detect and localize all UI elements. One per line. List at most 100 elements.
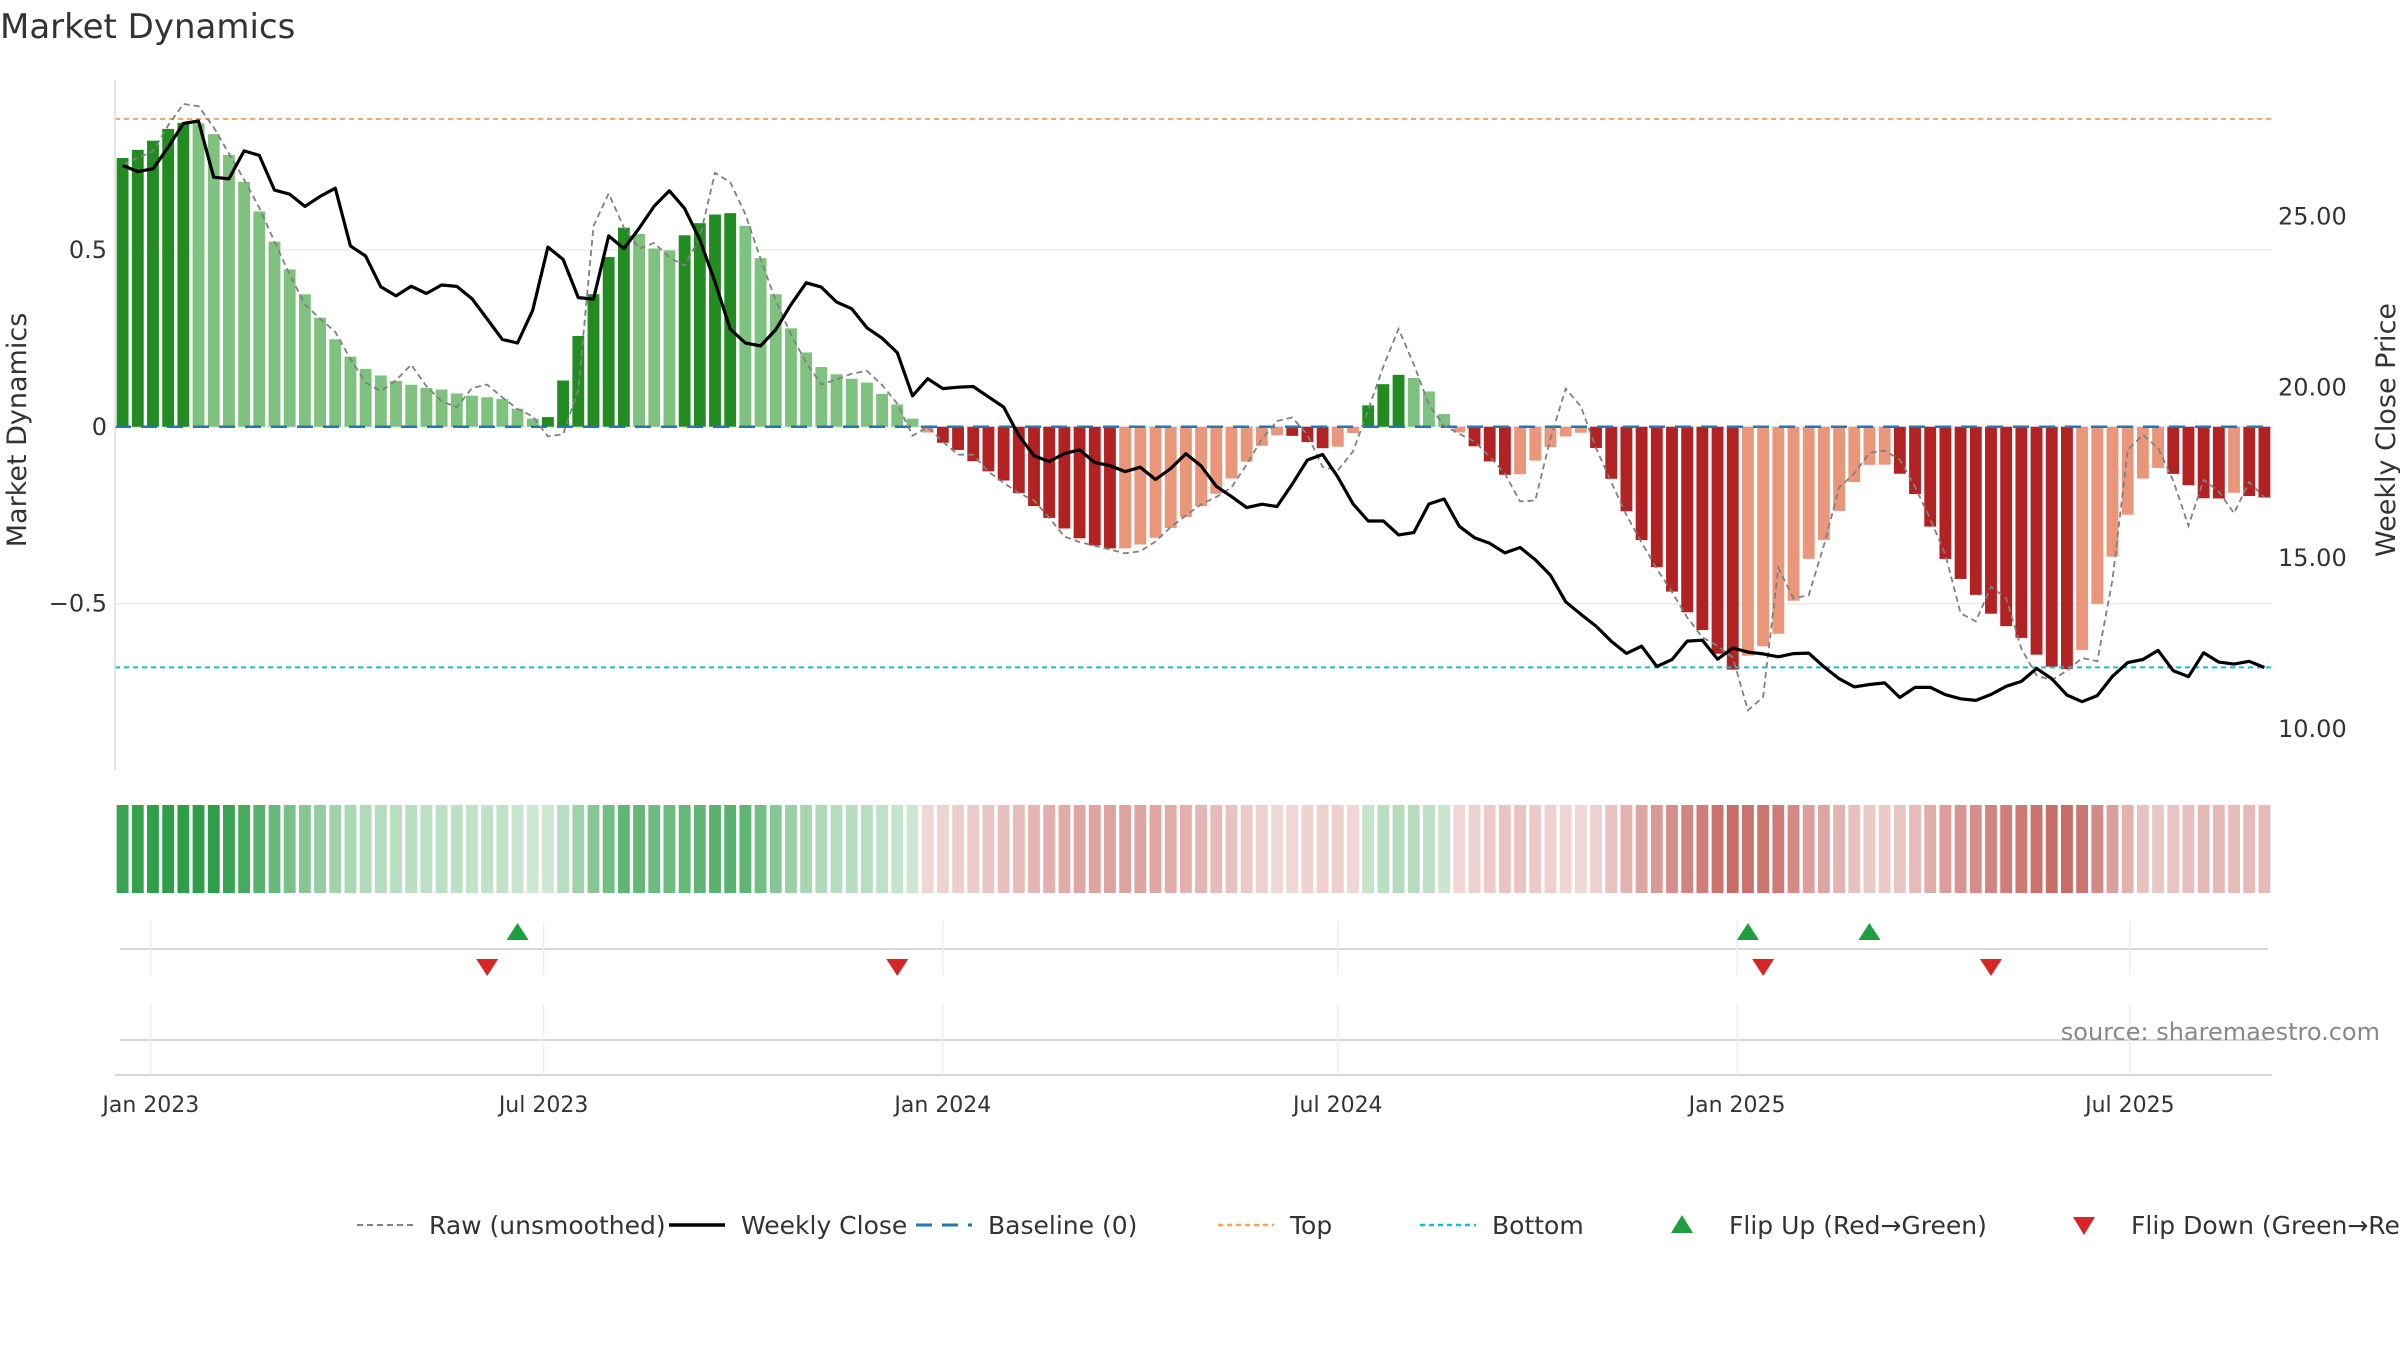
dynamics-bar (815, 367, 828, 427)
dynamics-bar (131, 149, 144, 427)
regime-cell (1316, 805, 1329, 893)
regime-cell (1088, 805, 1101, 893)
dynamics-bar (1909, 426, 1921, 495)
regime-cell (1438, 805, 1451, 893)
regime-cell (906, 805, 919, 893)
dynamics-bar (1666, 426, 1678, 592)
regime-cell (435, 805, 448, 893)
dynamics-bar (1255, 426, 1268, 446)
dynamics-bar (1954, 426, 1967, 579)
dynamics-bar (1848, 426, 1861, 482)
regime-cell (192, 805, 205, 893)
y-tick-label: 0.5 (69, 236, 107, 264)
dynamics-bar (2061, 426, 2073, 670)
regime-cell (2228, 805, 2240, 893)
regime-cell (2182, 805, 2195, 893)
y2-tick-label: 25.00 (2278, 203, 2347, 231)
regime-cell (891, 805, 904, 893)
dynamics-bar (830, 374, 843, 427)
dynamics-bar (344, 356, 357, 427)
dynamics-bar (2167, 426, 2180, 474)
dynamics-bar (1104, 426, 1116, 549)
regime-cell (1620, 805, 1633, 893)
dynamics-bar (1833, 426, 1846, 511)
regime-cell (526, 805, 539, 893)
dynamics-bar (1787, 426, 1800, 601)
dynamics-bar (1286, 426, 1299, 436)
dynamics-bar (207, 134, 220, 427)
source-credit: source: sharemaestro.com (2061, 1018, 2380, 1046)
flip-down-marker (476, 959, 499, 976)
regime-cell (2091, 805, 2104, 893)
dynamics-bar (359, 368, 372, 427)
y-axis-label: Market Dynamics (2, 313, 33, 548)
dynamics-bar (1088, 426, 1101, 546)
dynamics-bar (162, 128, 175, 427)
regime-cell (1331, 805, 1344, 893)
dynamics-bar (952, 426, 964, 450)
y2-tick-label: 20.00 (2278, 373, 2347, 401)
regime-cell (1893, 805, 1906, 893)
regime-cell (739, 805, 752, 893)
legend-label: Top (1289, 1211, 1332, 1240)
dynamics-bar (1772, 426, 1785, 634)
regime-cell (1149, 805, 1162, 893)
legend-label: Flip Down (Green→Red) (2131, 1211, 2400, 1240)
dynamics-bar (724, 213, 737, 427)
dynamics-bar (587, 294, 600, 427)
regime-cell (298, 805, 311, 893)
regime-cell (2061, 805, 2073, 893)
regime-cell (314, 805, 326, 893)
regime-cell (1453, 805, 1466, 893)
dynamics-bar (1742, 426, 1754, 656)
dynamics-bar (1134, 426, 1147, 545)
regime-cell (785, 805, 797, 893)
x-axis: Jan 2023 Jul 2023 Jan 2024 Jul 2024 Jan 2025… (100, 1005, 2272, 1118)
dynamics-bar (1362, 405, 1375, 427)
regime-cell (1134, 805, 1147, 893)
weekly-close-line (121, 119, 2266, 704)
dynamics-bar (390, 380, 402, 427)
legend-label: Bottom (1492, 1211, 1584, 1240)
regime-cell (1423, 805, 1435, 893)
regime-cell (1119, 805, 1132, 893)
legend-label: Baseline (0) (988, 1211, 1137, 1240)
regime-cell (800, 805, 813, 893)
dynamics-bar (238, 181, 251, 427)
regime-cell (1347, 805, 1359, 893)
dynamics-bar (466, 395, 478, 427)
regime-cell (1286, 805, 1299, 893)
x-tick-label: Jan 2024 (892, 1093, 991, 1118)
chart-title: Market Dynamics (0, 7, 295, 47)
dynamics-bars (116, 122, 2271, 670)
regime-cell (1863, 805, 1876, 893)
regime-cell (496, 805, 509, 893)
regime-cell (876, 805, 889, 893)
dynamics-bar (2015, 426, 2028, 638)
dynamics-bar (1498, 426, 1511, 475)
dynamics-bar (1893, 426, 1906, 474)
regime-cell (541, 805, 554, 893)
dynamics-bar (2106, 426, 2119, 557)
dynamics-bar (1863, 426, 1876, 465)
regime-cell (238, 805, 251, 893)
regime-cell (2212, 805, 2225, 893)
regime-cell (329, 805, 342, 893)
dynamics-bar (2197, 426, 2210, 499)
regime-cell (405, 805, 418, 893)
dynamics-bar (982, 426, 995, 472)
dynamics-bar (1878, 426, 1891, 465)
dynamics-bar (997, 426, 1010, 481)
dynamics-bar (1681, 426, 1694, 613)
regime-cell (602, 805, 615, 893)
regime-cell (815, 805, 828, 893)
y-tick-label: 0 (92, 413, 107, 441)
dynamics-bar (1240, 426, 1253, 462)
regime-cell (678, 805, 691, 893)
regime-cell (1377, 805, 1390, 893)
dynamics-bar (1043, 426, 1056, 518)
dynamics-bar (2258, 426, 2271, 498)
regime-cell (116, 805, 129, 893)
regime-cell (2030, 805, 2043, 893)
